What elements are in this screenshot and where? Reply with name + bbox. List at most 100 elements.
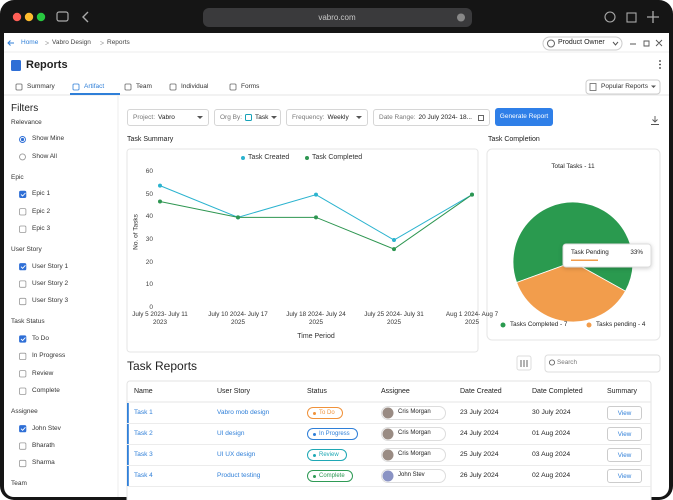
radio[interactable] bbox=[19, 153, 26, 161]
checkbox[interactable] bbox=[19, 280, 27, 288]
row-accent bbox=[127, 424, 129, 444]
filter-option[interactable]: In Progress bbox=[32, 352, 66, 360]
generate-report-label[interactable]: Generate Report bbox=[499, 113, 549, 121]
breadcrumb-item[interactable]: Home bbox=[21, 39, 39, 47]
close-dot[interactable] bbox=[12, 12, 22, 22]
tab[interactable]: Individual bbox=[181, 83, 209, 91]
checkbox[interactable] bbox=[19, 352, 27, 361]
task-name[interactable]: Task 4 bbox=[134, 471, 153, 479]
filter-option[interactable]: Review bbox=[32, 369, 54, 377]
checkbox[interactable] bbox=[19, 297, 27, 306]
field-value: Task bbox=[255, 114, 269, 121]
tab[interactable]: Summary bbox=[27, 83, 55, 91]
filter-option[interactable]: User Story 1 bbox=[32, 262, 69, 270]
legend-swatch bbox=[586, 322, 592, 328]
generate-button[interactable] bbox=[495, 108, 553, 126]
export-icon[interactable] bbox=[651, 116, 659, 125]
kebab bbox=[659, 67, 661, 69]
filter-option[interactable]: Epic 2 bbox=[32, 207, 51, 215]
user-story[interactable]: Vabro mob design bbox=[217, 408, 270, 416]
tooltip-bar bbox=[571, 259, 598, 261]
download-icon[interactable] bbox=[604, 11, 616, 23]
filter-option[interactable]: Bharath bbox=[32, 442, 55, 450]
breadcrumb-item: Reports bbox=[107, 39, 130, 47]
filter-option[interactable]: Show Mine bbox=[32, 135, 65, 143]
filter-option[interactable]: User Story 2 bbox=[32, 280, 69, 288]
new-tab-icon[interactable] bbox=[647, 11, 659, 23]
url-more-icon[interactable] bbox=[457, 13, 465, 22]
tab[interactable]: Team bbox=[136, 83, 152, 91]
toolbar-field[interactable]: Date Range: 20 July 2024- 18... bbox=[373, 109, 490, 126]
sidebar-icon[interactable] bbox=[56, 11, 69, 22]
task-name[interactable]: Task 1 bbox=[134, 408, 153, 416]
filter-option[interactable]: Show All bbox=[32, 152, 57, 160]
minimize-dot[interactable] bbox=[24, 12, 34, 22]
checkbox[interactable] bbox=[19, 459, 27, 468]
window-controls[interactable] bbox=[630, 39, 663, 47]
check-mark bbox=[20, 426, 26, 431]
back-icon[interactable] bbox=[82, 11, 89, 23]
checkbox[interactable] bbox=[19, 370, 27, 378]
user-story[interactable]: UI design bbox=[217, 429, 245, 437]
kebab[interactable] bbox=[659, 60, 661, 62]
assignee-name: John Stev bbox=[398, 472, 425, 479]
url-bar[interactable] bbox=[203, 8, 472, 27]
filter-option[interactable]: Complete bbox=[32, 387, 60, 395]
data-point bbox=[470, 192, 474, 197]
user-story[interactable]: Product testing bbox=[217, 471, 261, 479]
toolbar-field[interactable]: Org By: Task bbox=[214, 109, 281, 126]
data-point bbox=[314, 192, 318, 197]
zoom-dot[interactable] bbox=[36, 12, 46, 22]
popular-reports-box[interactable] bbox=[585, 79, 661, 95]
search-box[interactable] bbox=[544, 354, 661, 373]
role-pill[interactable] bbox=[542, 36, 623, 51]
checkbox[interactable] bbox=[19, 442, 27, 450]
tooltip-value: 33% bbox=[630, 249, 643, 257]
y-tick-label: 30 bbox=[145, 235, 153, 243]
assignee-name: Cris Morgan bbox=[398, 451, 431, 458]
legend-label: Task Created bbox=[248, 153, 290, 161]
check-mark bbox=[20, 337, 26, 342]
view-button[interactable]: View bbox=[607, 427, 642, 441]
tab-icon bbox=[72, 83, 80, 91]
filter-option[interactable]: John Stev bbox=[32, 424, 61, 432]
y-tick-label: 50 bbox=[145, 190, 153, 198]
checkbox[interactable] bbox=[19, 335, 27, 343]
y-tick-label: 20 bbox=[145, 258, 153, 266]
tab-icon bbox=[124, 83, 132, 91]
status-text: To Do bbox=[319, 410, 335, 416]
breadcrumb-item[interactable]: Vabro Design bbox=[52, 39, 91, 47]
view-button[interactable]: View bbox=[607, 448, 642, 462]
tab[interactable]: Forms bbox=[241, 83, 260, 91]
filter-option[interactable]: Epic 1 bbox=[32, 190, 51, 198]
role-icon bbox=[547, 39, 555, 48]
dropdown-caret bbox=[271, 116, 278, 119]
popular-reports[interactable]: Popular Reports bbox=[601, 83, 648, 91]
page-title: Reports bbox=[26, 59, 68, 72]
tab[interactable]: Artifact bbox=[84, 83, 105, 91]
checkbox[interactable] bbox=[19, 225, 27, 233]
view-button[interactable]: View bbox=[607, 406, 642, 420]
share-icon[interactable] bbox=[626, 12, 637, 23]
view-button[interactable]: View bbox=[607, 469, 642, 483]
date-completed: 01 Aug 2024 bbox=[532, 429, 571, 437]
checkbox[interactable] bbox=[19, 263, 27, 271]
task-name[interactable]: Task 3 bbox=[134, 450, 153, 458]
task-name[interactable]: Task 2 bbox=[134, 429, 153, 437]
checkbox[interactable] bbox=[19, 208, 27, 216]
checkbox[interactable] bbox=[19, 190, 27, 198]
caret bbox=[651, 85, 656, 88]
filter-option[interactable]: Sharma bbox=[32, 459, 55, 467]
filter-option[interactable]: To Do bbox=[32, 334, 49, 342]
filter-option[interactable]: Epic 3 bbox=[32, 225, 51, 233]
search-placeholder[interactable]: Search bbox=[557, 359, 577, 367]
toolbar-field[interactable]: Frequency: Weekly bbox=[286, 109, 368, 126]
checkbox[interactable] bbox=[19, 425, 27, 433]
toolbar-field[interactable]: Project: Vabro bbox=[127, 109, 209, 126]
user-story[interactable]: UI UX design bbox=[217, 450, 256, 458]
checkbox[interactable] bbox=[19, 387, 27, 395]
field-value: Weekly bbox=[327, 114, 349, 121]
role-select[interactable]: Product Owner bbox=[558, 39, 605, 47]
filter-option[interactable]: User Story 3 bbox=[32, 297, 69, 305]
